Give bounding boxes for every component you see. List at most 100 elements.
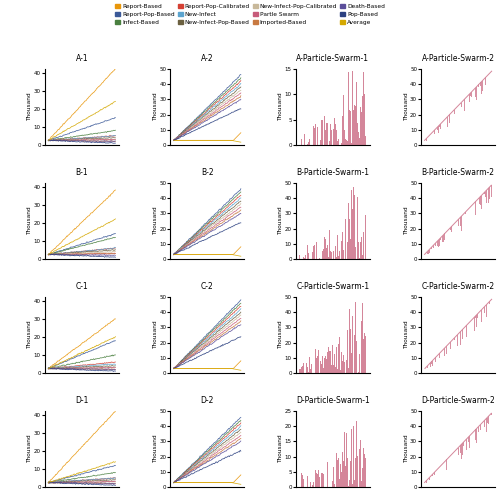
Title: D-2: D-2 <box>200 396 214 405</box>
Title: B-Particle-Swarm-1: B-Particle-Swarm-1 <box>296 168 369 177</box>
Bar <box>353 135 354 145</box>
Bar <box>349 242 350 259</box>
Bar <box>480 425 481 430</box>
Bar <box>355 458 356 487</box>
Bar <box>314 125 316 145</box>
Bar <box>326 232 328 259</box>
Bar <box>466 325 467 338</box>
Bar <box>301 367 302 373</box>
Bar <box>346 360 347 373</box>
Bar <box>338 348 340 373</box>
Bar <box>326 350 328 373</box>
Bar <box>348 368 349 373</box>
Bar <box>310 130 311 145</box>
Bar <box>316 238 318 259</box>
Bar <box>336 356 338 373</box>
Y-axis label: Thousand: Thousand <box>278 321 283 349</box>
Title: C-Particle-Swarm-1: C-Particle-Swarm-1 <box>296 281 370 291</box>
Bar <box>490 300 492 306</box>
Bar <box>348 486 349 487</box>
Bar <box>365 215 366 259</box>
Bar <box>432 474 433 476</box>
Bar <box>351 366 352 373</box>
Bar <box>363 232 364 259</box>
Bar <box>482 80 483 92</box>
Bar <box>306 372 307 373</box>
Bar <box>358 372 359 373</box>
Bar <box>357 457 358 487</box>
Bar <box>320 143 322 145</box>
Bar <box>444 233 445 240</box>
Bar <box>301 473 302 487</box>
Bar <box>348 72 349 145</box>
Bar <box>351 210 352 259</box>
Bar <box>351 142 352 145</box>
Bar <box>354 480 355 487</box>
Bar <box>460 332 461 345</box>
Bar <box>468 208 469 215</box>
Bar <box>308 364 309 373</box>
Y-axis label: Thousand: Thousand <box>28 435 32 463</box>
Bar <box>361 321 362 373</box>
Bar <box>427 251 428 254</box>
Bar <box>356 82 357 145</box>
Bar <box>365 136 366 145</box>
Bar <box>307 367 308 373</box>
Bar <box>431 247 432 249</box>
Bar <box>358 132 359 145</box>
Bar <box>484 192 485 194</box>
Bar <box>307 476 308 487</box>
Bar <box>346 433 347 487</box>
Bar <box>340 464 341 487</box>
Bar <box>303 257 304 259</box>
Bar <box>489 187 490 199</box>
Bar <box>491 185 492 197</box>
Bar <box>350 461 351 487</box>
Bar <box>345 439 346 487</box>
Bar <box>359 258 360 259</box>
Bar <box>299 369 300 373</box>
Bar <box>471 92 472 97</box>
Bar <box>359 138 360 145</box>
Bar <box>475 88 476 97</box>
Bar <box>308 141 309 145</box>
Bar <box>474 317 475 331</box>
Bar <box>326 125 328 145</box>
Bar <box>457 107 458 112</box>
Bar <box>471 434 472 440</box>
Bar <box>429 478 430 480</box>
Bar <box>457 335 458 346</box>
Bar <box>354 195 355 259</box>
Bar <box>349 462 350 487</box>
Bar <box>443 235 444 243</box>
Bar <box>365 458 366 487</box>
Y-axis label: Thousand: Thousand <box>278 207 283 235</box>
Bar <box>345 138 346 145</box>
Bar <box>362 468 363 487</box>
Bar <box>446 460 447 470</box>
Bar <box>479 198 480 204</box>
Bar <box>314 468 316 487</box>
Bar <box>460 445 462 452</box>
Bar <box>309 357 310 373</box>
Bar <box>308 483 309 487</box>
Bar <box>361 113 362 145</box>
Bar <box>312 249 314 259</box>
Bar <box>486 418 487 432</box>
Bar <box>470 93 471 96</box>
Bar <box>318 249 320 259</box>
Bar <box>344 362 345 373</box>
Bar <box>360 242 361 259</box>
Bar <box>481 82 482 94</box>
Bar <box>338 224 340 259</box>
Bar <box>446 346 447 354</box>
Bar <box>464 213 466 221</box>
Bar <box>452 453 453 465</box>
Bar <box>336 115 338 145</box>
Bar <box>356 341 357 373</box>
Bar <box>439 239 440 246</box>
Title: B-1: B-1 <box>76 168 88 177</box>
Bar <box>312 362 314 373</box>
Bar <box>473 204 474 214</box>
Y-axis label: Thousand: Thousand <box>153 435 158 463</box>
